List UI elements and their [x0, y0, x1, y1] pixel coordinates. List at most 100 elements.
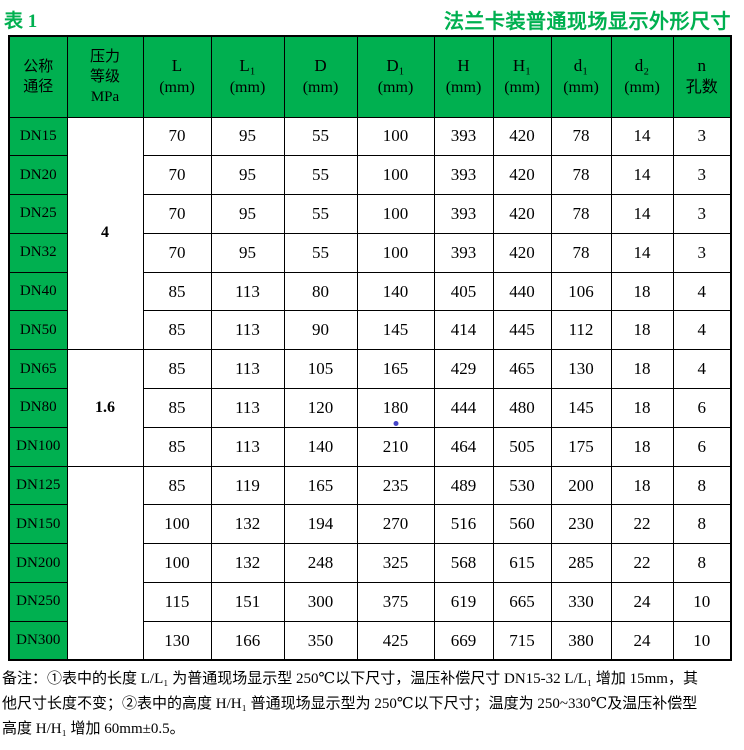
value-cell: 130	[550, 349, 612, 390]
dn-cell: DN100	[8, 426, 68, 467]
footnote-line-1: 备注：①表中的长度 L/L₁ 为普通现场显示型 250℃以下尺寸，温压补偿尺寸 …	[2, 671, 698, 688]
value-cell: 18	[610, 310, 674, 351]
value-cell: 115	[142, 582, 212, 622]
value-cell: 113	[210, 388, 285, 428]
header-unit: (mm)	[229, 79, 266, 97]
dn-cell: DN15	[8, 116, 68, 157]
column-header-D1: D₁ (mm)	[356, 35, 435, 118]
value-cell: 18	[610, 349, 674, 390]
title-bar: 表 1 法兰卡装普通现场显示外形尺寸	[0, 0, 744, 33]
value-cell: 414	[433, 310, 494, 351]
header-symbol: D₁	[386, 56, 405, 76]
value-cell: 78	[550, 194, 612, 234]
column-header-n: n 孔数	[672, 35, 732, 118]
value-cell: 22	[610, 504, 674, 545]
value-cell: 119	[210, 465, 285, 506]
value-cell: 325	[356, 543, 435, 584]
header-symbol: H	[457, 56, 470, 76]
dn-cell: DN80	[8, 388, 68, 428]
dn-cell: DN50	[8, 310, 68, 351]
stray-blue-dot	[393, 420, 398, 426]
value-cell: 85	[142, 271, 212, 312]
footnote: 备注：①表中的长度 L/L₁ 为普通现场显示型 250℃以下尺寸，温压补偿尺寸 …	[2, 667, 744, 742]
value-cell: 505	[492, 426, 552, 467]
header-row: 公称 通径 压力 等级 MPa L (mm) L₁ (mm) D (mm) D₁ (mm) H (mm) H₁…	[8, 35, 732, 118]
header-symbol: L	[171, 56, 183, 76]
dn-cell: DN20	[8, 155, 68, 196]
value-cell: 70	[142, 116, 212, 157]
value-cell: 6	[672, 388, 732, 428]
column-header-L1: L₁ (mm)	[210, 35, 285, 118]
value-cell: 444	[433, 388, 494, 428]
column-header-pressure: 压力 等级 MPa	[66, 35, 144, 118]
value-cell: 132	[210, 504, 285, 545]
value-cell: 330	[550, 582, 612, 622]
value-cell: 3	[672, 155, 732, 196]
value-cell: 85	[142, 349, 212, 390]
value-cell: 180	[356, 388, 435, 428]
dn-cell: DN150	[8, 504, 68, 545]
value-cell: 165	[283, 465, 358, 506]
value-cell: 405	[433, 271, 494, 312]
value-cell: 210	[356, 426, 435, 467]
table-body: DN15 4 70 95 55 100 393 420 78 14 3 DN20 70 95 55 100 39…	[8, 116, 732, 661]
dn-cell: DN32	[8, 232, 68, 273]
table-label: 表 1	[4, 11, 38, 32]
value-cell: 615	[492, 543, 552, 584]
value-cell: 393	[433, 232, 494, 273]
table-row-dn125: DN125 85 119 165 235 489 530 200 18 8	[8, 465, 732, 661]
value-cell: 568	[433, 543, 494, 584]
value-cell: 669	[433, 620, 494, 661]
header-line: 公称	[23, 58, 54, 75]
value-cell: 55	[283, 232, 358, 273]
header-unit: (mm)	[159, 79, 195, 97]
value-cell: 270	[356, 504, 435, 545]
value-cell: 393	[433, 116, 494, 157]
header-unit: (mm)	[445, 79, 482, 97]
value-cell: 420	[492, 155, 552, 196]
column-header-d1: d₁ (mm)	[550, 35, 612, 118]
column-header-D: D (mm)	[283, 35, 358, 118]
value-cell: 95	[210, 116, 285, 157]
table-row-dn15: DN15 4 70 95 55 100 393 420 78 14 3	[8, 116, 732, 351]
table-row-dn80: DN80 85 113 120 180 444 480 145 18 6	[8, 388, 732, 428]
value-cell: 151	[210, 582, 285, 622]
value-cell: 420	[492, 194, 552, 234]
dn-cell: DN40	[8, 271, 68, 312]
value-cell: 14	[610, 232, 674, 273]
dimensions-table: 公称 通径 压力 等级 MPa L (mm) L₁ (mm) D (mm) D₁ (mm) H (mm) H₁…	[8, 35, 732, 662]
value-cell: 113	[210, 426, 285, 467]
value-cell: 6	[672, 426, 732, 467]
dn-cell: DN300	[8, 620, 68, 661]
value-cell: 100	[142, 543, 212, 584]
value-cell: 10	[672, 620, 732, 661]
pressure-cell: 4	[66, 116, 144, 351]
value-cell: 425	[356, 620, 435, 661]
value-cell: 4	[672, 310, 732, 351]
value-cell: 166	[210, 620, 285, 661]
header-unit: (mm)	[377, 79, 414, 97]
value-cell: 300	[283, 582, 358, 622]
value-cell: 18	[610, 426, 674, 467]
dn-cell: DN200	[8, 543, 68, 584]
value-cell: 8	[672, 504, 732, 545]
value-cell: 235	[356, 465, 435, 506]
column-header-d2: d₂ (mm)	[610, 35, 674, 118]
value-cell: 14	[610, 155, 674, 196]
value-cell: 113	[210, 271, 285, 312]
header-line: 通径	[23, 78, 54, 95]
column-header-H: H (mm)	[433, 35, 494, 118]
value-cell: 248	[283, 543, 358, 584]
table-row-dn150: DN150 100 132 194 270 516 560 230 22 8	[8, 504, 732, 545]
value-cell: 165	[356, 349, 435, 390]
value-cell: 619	[433, 582, 494, 622]
value-cell: 145	[550, 388, 612, 428]
value-cell: 130	[142, 620, 212, 661]
value-cell: 489	[433, 465, 494, 506]
value-cell: 24	[610, 582, 674, 622]
value-cell: 22	[610, 543, 674, 584]
dn-cell: DN125	[8, 465, 68, 506]
value-cell: 85	[142, 310, 212, 351]
value-cell: 80	[283, 271, 358, 312]
value-cell: 8	[672, 543, 732, 584]
